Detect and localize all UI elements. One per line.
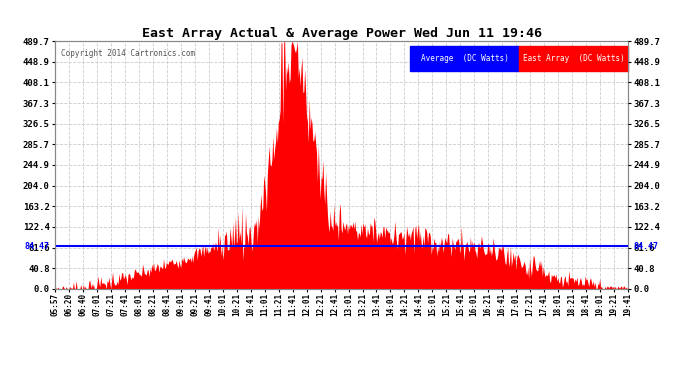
FancyBboxPatch shape [519,46,628,71]
Text: 84.47: 84.47 [633,242,659,250]
Text: Average  (DC Watts): Average (DC Watts) [421,54,509,63]
Text: 84.47: 84.47 [24,242,50,250]
Text: Copyright 2014 Cartronics.com: Copyright 2014 Cartronics.com [61,49,195,58]
Text: East Array  (DC Watts): East Array (DC Watts) [522,54,624,63]
Title: East Array Actual & Average Power Wed Jun 11 19:46: East Array Actual & Average Power Wed Ju… [141,27,542,40]
FancyBboxPatch shape [411,46,519,71]
